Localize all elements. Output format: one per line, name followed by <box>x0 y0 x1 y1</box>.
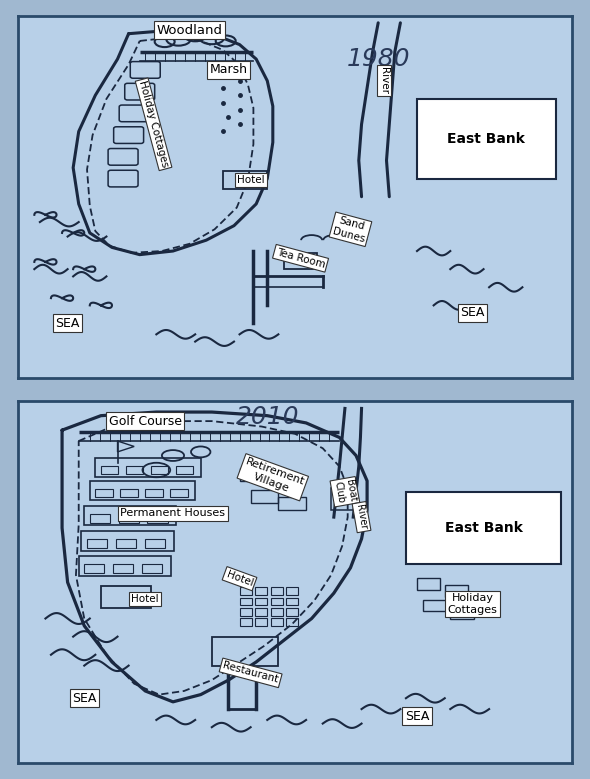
FancyBboxPatch shape <box>417 99 556 178</box>
Text: Holiday Cottages: Holiday Cottages <box>137 79 170 169</box>
Text: East Bank: East Bank <box>447 132 525 146</box>
FancyBboxPatch shape <box>406 492 561 564</box>
Text: East Bank: East Bank <box>445 521 523 535</box>
Text: SEA: SEA <box>55 317 80 330</box>
Text: Retirement
Village: Retirement Village <box>240 456 306 498</box>
Text: Holiday
Cottages: Holiday Cottages <box>448 594 497 615</box>
Text: SEA: SEA <box>460 306 484 319</box>
Text: Restaurant: Restaurant <box>222 661 280 685</box>
Text: 2010: 2010 <box>235 406 299 429</box>
Text: Sand
Dunes: Sand Dunes <box>332 214 369 244</box>
Text: Golf Course: Golf Course <box>109 414 182 428</box>
Text: Woodland: Woodland <box>156 23 222 37</box>
Text: SEA: SEA <box>72 692 96 705</box>
Text: SEA: SEA <box>405 710 429 723</box>
Text: Boat
Club: Boat Club <box>332 479 358 505</box>
Text: River: River <box>355 504 369 530</box>
Text: 1980: 1980 <box>346 47 410 71</box>
Text: Hotel: Hotel <box>237 175 264 185</box>
Text: Hotel: Hotel <box>132 594 159 604</box>
Text: Tea Room: Tea Room <box>275 247 326 270</box>
Text: Marsh: Marsh <box>209 63 247 76</box>
Text: Permanent Houses: Permanent Houses <box>120 509 225 519</box>
Text: Hotel: Hotel <box>225 569 254 588</box>
Text: River: River <box>379 67 389 94</box>
